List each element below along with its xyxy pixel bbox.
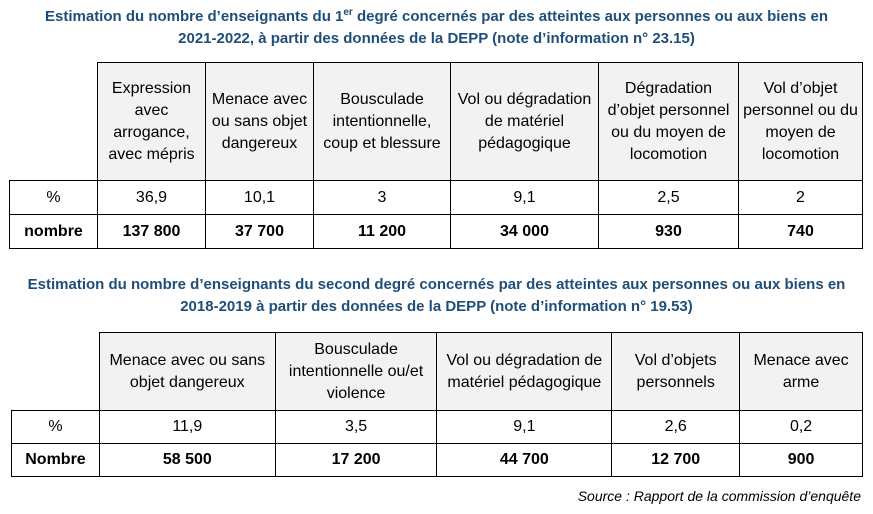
cell: 900: [739, 443, 863, 477]
cell: 2,6: [611, 410, 741, 444]
empty-corner-cell: [11, 332, 100, 411]
table1-title: Estimation du nombre d’enseignants du 1e…: [0, 6, 873, 50]
cell: 44 700: [436, 443, 613, 477]
cell: 2,5: [598, 180, 739, 215]
column-header: Bousculade intentionnelle ou/et violence: [274, 332, 438, 411]
table-row-percent: % 11,9 3,5 9,1 2,6 0,2: [11, 410, 863, 444]
cell: 9,1: [436, 410, 613, 444]
column-header: Menace avec arme: [739, 332, 863, 411]
header-row: Expression avec arrogance, avec mépris M…: [9, 62, 863, 181]
cell: 740: [738, 214, 863, 249]
cell: 10,1: [205, 180, 314, 215]
cell: 58 500: [98, 443, 276, 477]
title-superscript: er: [343, 7, 353, 18]
column-header: Vol d’objet personnel ou du moyen de loc…: [738, 62, 863, 181]
cell: 3: [313, 180, 451, 215]
column-header: Vol ou dégradation de matériel pédagogiq…: [436, 332, 613, 411]
table-row-percent: % 36,9 10,1 3 9,1 2,5 2: [9, 180, 863, 215]
row-label: Nombre: [11, 443, 100, 477]
column-header: Vol d’objets personnels: [611, 332, 741, 411]
cell: 2: [738, 180, 863, 215]
cell: 11 200: [313, 214, 451, 249]
header-row: Menace avec ou sans objet dangereux Bous…: [11, 332, 863, 411]
column-header: Expression avec arrogance, avec mépris: [97, 62, 206, 181]
cell: 37 700: [205, 214, 314, 249]
row-label: nombre: [9, 214, 98, 249]
title-text: degré concernés par des atteintes aux pe…: [178, 8, 828, 47]
cell: 137 800: [97, 214, 206, 249]
cell: 0,2: [739, 410, 863, 444]
table-second-degree: Menace avec ou sans objet dangereux Bous…: [11, 332, 863, 477]
table-row-count: nombre 137 800 37 700 11 200 34 000 930 …: [9, 214, 863, 249]
row-label: %: [9, 180, 98, 215]
empty-corner-cell: [9, 62, 98, 181]
cell: 3,5: [274, 410, 438, 444]
table-first-degree: Expression avec arrogance, avec mépris M…: [9, 62, 863, 249]
title-text: Estimation du nombre d’enseignants du 1: [45, 8, 344, 25]
column-header: Bousculade intentionnelle, coup et bless…: [313, 62, 451, 181]
cell: 930: [598, 214, 739, 249]
table2-title: Estimation du nombre d’enseignants du se…: [27, 276, 846, 315]
column-header: Menace avec ou sans objet dangereux: [205, 62, 314, 181]
column-header: Vol ou dégradation de matériel pédagogiq…: [450, 62, 599, 181]
cell: 34 000: [450, 214, 599, 249]
column-header: Menace avec ou sans objet dangereux: [98, 332, 276, 411]
column-header: Dégradation d’objet personnel ou du moye…: [598, 62, 739, 181]
cell: 9,1: [450, 180, 599, 215]
source-note: Source : Rapport de la commission d’enqu…: [577, 488, 861, 504]
table-row-count: Nombre 58 500 17 200 44 700 12 700 900: [11, 443, 863, 477]
cell: 36,9: [97, 180, 206, 215]
cell: 11,9: [98, 410, 276, 444]
cell: 17 200: [274, 443, 438, 477]
cell: 12 700: [611, 443, 741, 477]
row-label: %: [11, 410, 100, 444]
